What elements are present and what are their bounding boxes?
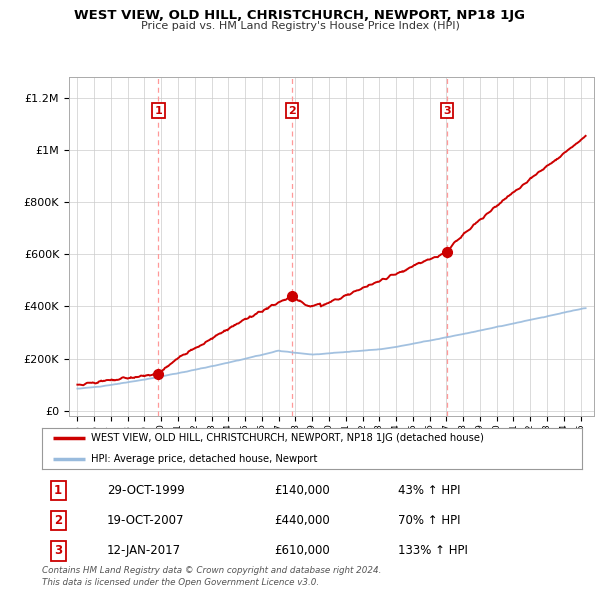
Text: 133% ↑ HPI: 133% ↑ HPI xyxy=(398,545,468,558)
Text: WEST VIEW, OLD HILL, CHRISTCHURCH, NEWPORT, NP18 1JG: WEST VIEW, OLD HILL, CHRISTCHURCH, NEWPO… xyxy=(74,9,526,22)
Text: 2: 2 xyxy=(288,106,296,116)
Text: HPI: Average price, detached house, Newport: HPI: Average price, detached house, Newp… xyxy=(91,454,317,464)
Text: 19-OCT-2007: 19-OCT-2007 xyxy=(107,514,184,527)
Text: 29-OCT-1999: 29-OCT-1999 xyxy=(107,484,185,497)
Text: £610,000: £610,000 xyxy=(274,545,330,558)
Text: 70% ↑ HPI: 70% ↑ HPI xyxy=(398,514,461,527)
Text: 43% ↑ HPI: 43% ↑ HPI xyxy=(398,484,461,497)
Text: Contains HM Land Registry data © Crown copyright and database right 2024.
This d: Contains HM Land Registry data © Crown c… xyxy=(42,566,382,587)
Text: 12-JAN-2017: 12-JAN-2017 xyxy=(107,545,181,558)
Text: £140,000: £140,000 xyxy=(274,484,330,497)
Text: Price paid vs. HM Land Registry's House Price Index (HPI): Price paid vs. HM Land Registry's House … xyxy=(140,21,460,31)
Text: 1: 1 xyxy=(54,484,62,497)
Text: WEST VIEW, OLD HILL, CHRISTCHURCH, NEWPORT, NP18 1JG (detached house): WEST VIEW, OLD HILL, CHRISTCHURCH, NEWPO… xyxy=(91,433,484,443)
Text: 3: 3 xyxy=(54,545,62,558)
Text: 1: 1 xyxy=(155,106,162,116)
Text: 3: 3 xyxy=(443,106,451,116)
Text: £440,000: £440,000 xyxy=(274,514,330,527)
Text: 2: 2 xyxy=(54,514,62,527)
